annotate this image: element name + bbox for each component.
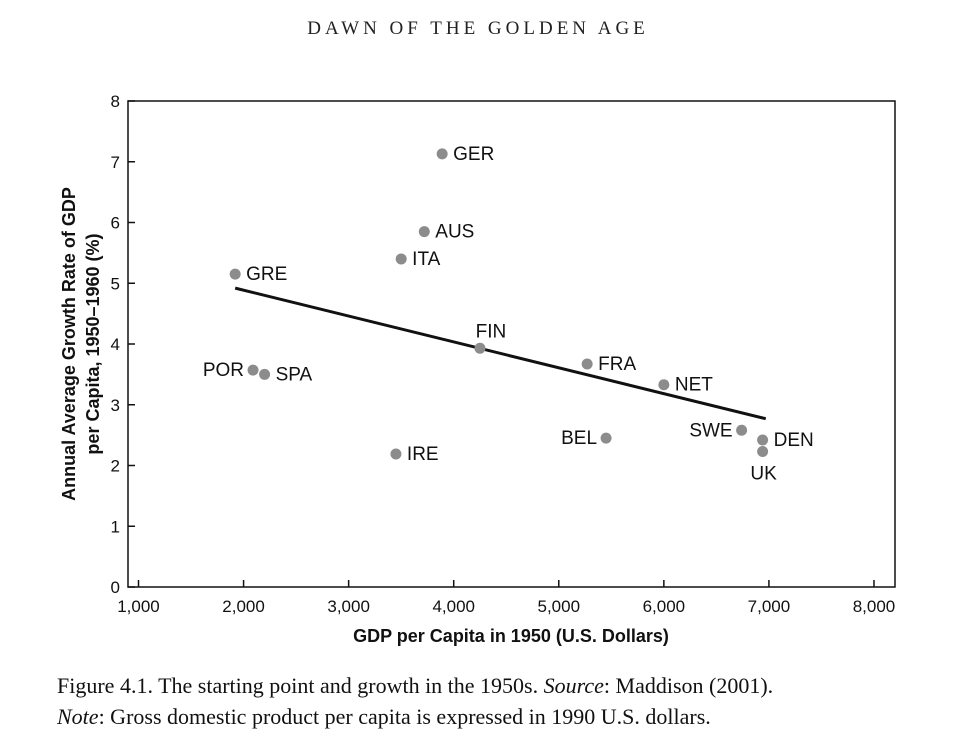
x-tick-label: 4,000 [432,597,475,616]
point-por [247,364,259,376]
y-tick-label: 5 [111,274,120,293]
y-axis-label-line-1: Annual Average Growth Rate of GDP [59,187,79,501]
point-ire [390,448,402,460]
y-tick-label: 4 [111,335,120,354]
point-swe [736,424,748,436]
point-label-por: POR [203,360,244,381]
point-aus [418,226,430,238]
point-label-spa: SPA [276,364,313,385]
figure-label: Figure 4.1. [57,673,153,698]
point-ger [436,148,448,160]
point-fin [474,342,486,354]
y-tick-label: 2 [111,457,120,476]
y-tick-label: 7 [111,153,120,172]
point-uk [757,446,769,458]
y-axis-label-line-2: per Capita, 1950–1960 (%) [83,233,103,454]
note-label: Note [57,704,99,729]
point-bel [600,432,612,444]
data-points: GER AUS ITA GRE FIN FRA NET POR SPA BEL SWE DEN UK IR… [203,144,814,485]
y-axis: 0 1 2 3 4 5 6 7 8 [111,92,135,597]
x-tick-label: 1,000 [117,597,160,616]
x-tick-label: 8,000 [853,597,896,616]
y-tick-label: 0 [111,578,120,597]
point-label-fin: FIN [476,321,507,342]
point-ita [395,253,407,265]
caption-line-1: Figure 4.1. The starting point and growt… [57,670,937,701]
point-label-ita: ITA [412,249,440,270]
point-label-den: DEN [774,430,814,451]
y-tick-label: 8 [111,92,120,111]
point-label-bel: BEL [561,428,597,449]
x-tick-label: 5,000 [538,597,581,616]
point-label-fra: FRA [598,354,636,375]
plot-frame [127,100,896,588]
x-tick-label: 6,000 [643,597,686,616]
point-label-swe: SWE [689,420,732,441]
caption-line-2: Note: Gross domestic product per capita … [57,701,937,732]
point-label-aus: AUS [435,222,474,243]
x-axis: 1,000 2,000 3,000 4,000 5,000 6,000 7,000 8,000 [117,580,895,616]
point-label-gre: GRE [246,264,287,285]
x-tick-label: 3,000 [327,597,370,616]
point-fra [581,358,593,370]
y-tick-label: 1 [111,517,120,536]
figure-caption: Figure 4.1. The starting point and growt… [57,670,937,732]
x-tick-label: 7,000 [748,597,791,616]
point-den [757,434,769,446]
point-label-uk: UK [750,464,777,485]
y-tick-label: 6 [111,214,120,233]
x-tick-label: 2,000 [222,597,265,616]
scatter-chart: 0 1 2 3 4 5 6 7 8 1,000 2,000 3,000 4,000 5,000 6,000… [59,92,896,646]
point-gre [229,268,241,280]
y-tick-label: 3 [111,396,120,415]
note-text: : Gross domestic product per capita is e… [98,704,711,729]
running-head: DAWN OF THE GOLDEN AGE [307,18,649,39]
trend-line [234,286,767,421]
point-net [658,379,670,391]
point-label-ger: GER [453,144,494,165]
source-label: Source [543,673,604,698]
x-axis-label: GDP per Capita in 1950 (U.S. Dollars) [353,626,669,646]
caption-text: The starting point and growth in the 195… [158,673,539,698]
point-label-ire: IRE [407,444,439,465]
point-spa [259,368,271,380]
source-text: : Maddison (2001). [603,673,774,698]
point-label-net: NET [675,375,713,396]
